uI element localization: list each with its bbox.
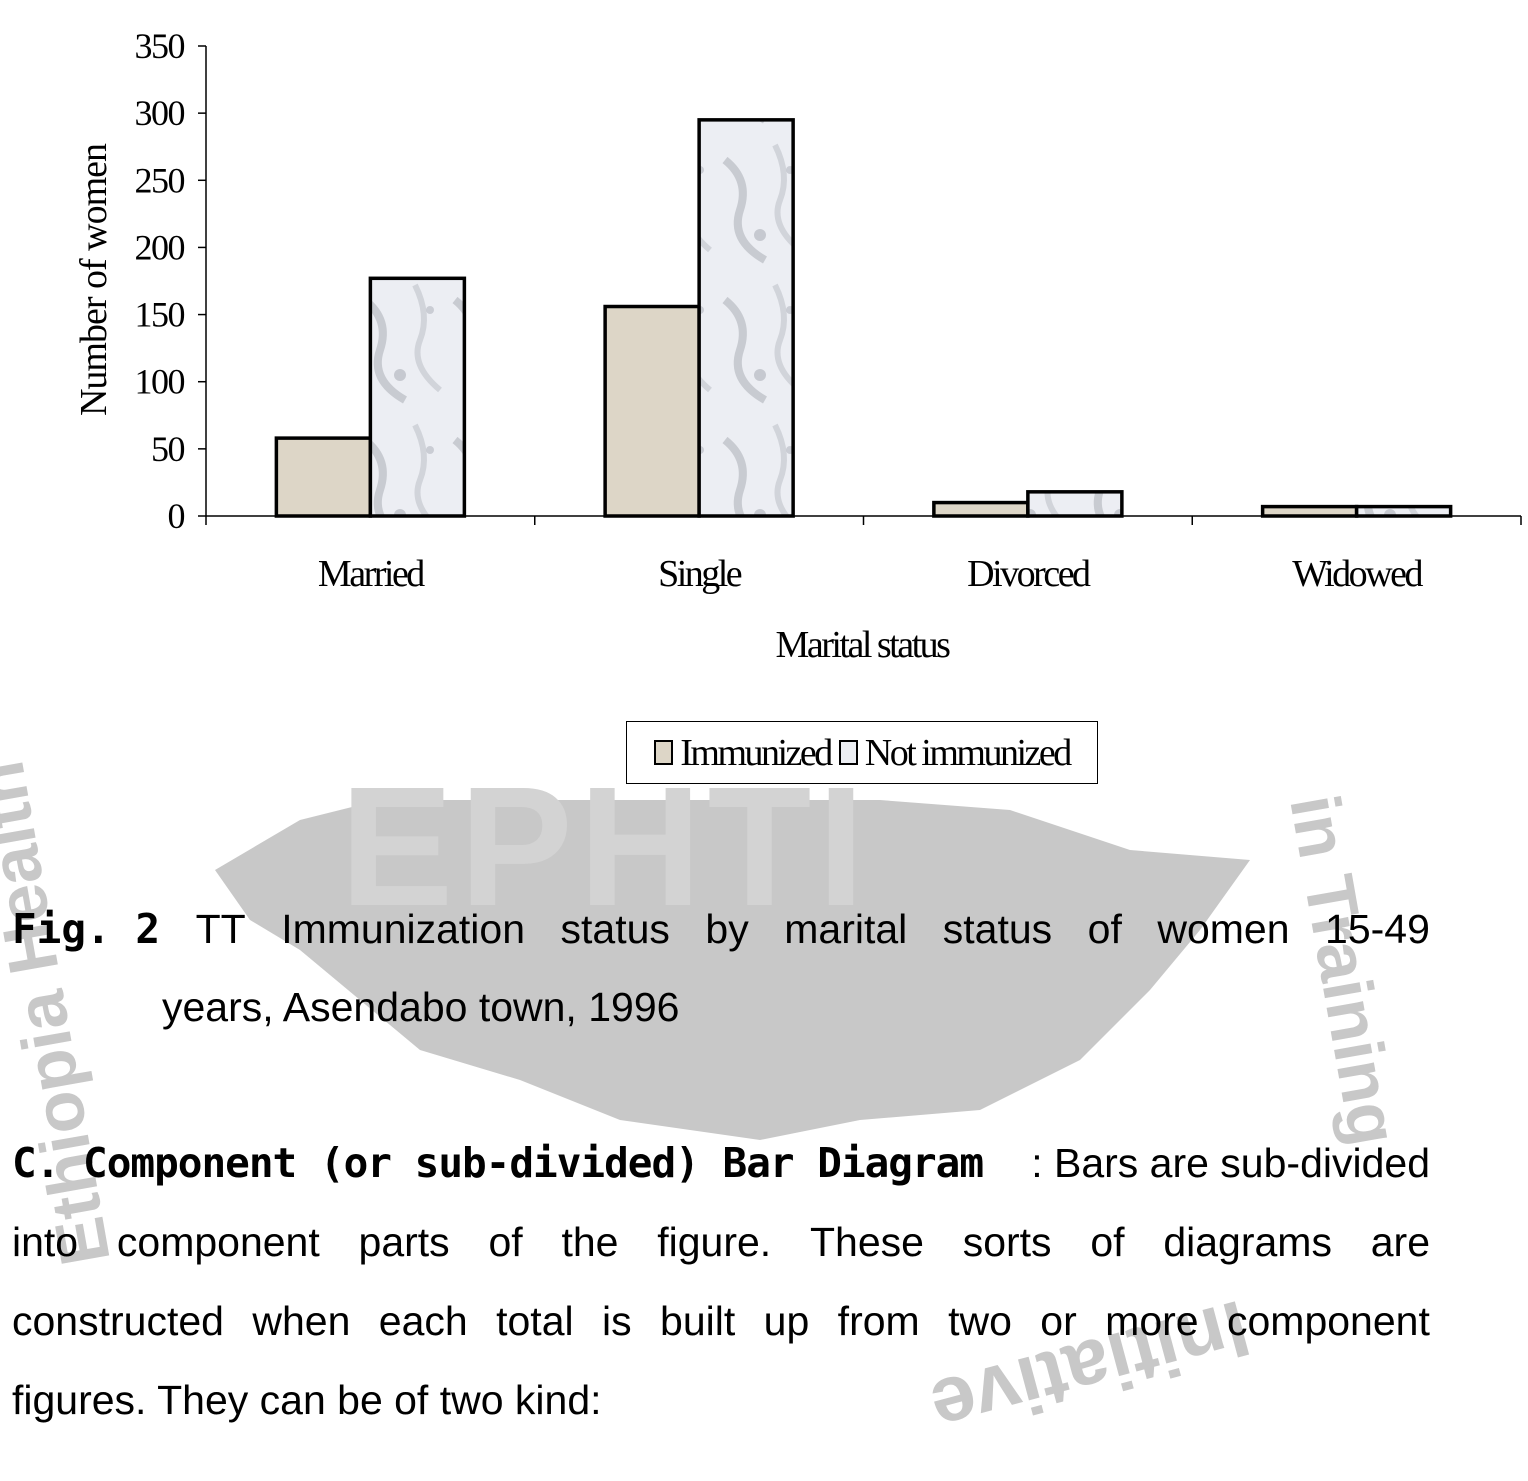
x-axis: Married Single Divorced Widowed: [205, 515, 1522, 595]
y-tick-label: 100: [135, 362, 185, 402]
watermark-map-shape: [215, 800, 1250, 1140]
paragraph-line-2: into component parts of the figure. These sorts…: [12, 1203, 1430, 1282]
x-tick-label: Single: [658, 553, 742, 595]
y-tick-label: 250: [135, 160, 185, 200]
paragraph-line-2-word: of: [1090, 1219, 1125, 1265]
paragraph-line-2-word: of: [488, 1219, 523, 1265]
caption-label: Fig. 2: [12, 905, 161, 953]
y-tick-label: 300: [135, 93, 185, 133]
paragraph-line-2-word: parts: [358, 1219, 450, 1265]
paragraph-line-3-word: or: [1040, 1298, 1077, 1344]
body-paragraph: C. Component (or sub-divided) Bar Diagra…: [12, 1124, 1430, 1440]
paragraph-line-2-word: the: [561, 1219, 619, 1265]
y-axis: 0 50 100 150 200 250 300 350: [135, 26, 207, 536]
y-axis-title: Number of women: [73, 143, 115, 416]
y-tick-label: 350: [135, 26, 185, 66]
paragraph-line-3-word: more: [1105, 1298, 1199, 1344]
caption-word: marital: [784, 906, 908, 952]
paragraph-line-3-word: total: [496, 1298, 574, 1344]
paragraph-line-3-word: constructed: [12, 1298, 224, 1344]
paragraph-line-3: constructed when each total is built up from two…: [12, 1282, 1430, 1361]
bar-immunized-divorced: [932, 500, 1030, 518]
x-tick-label: Married: [318, 553, 425, 595]
caption-word: status: [560, 906, 670, 952]
bars: [274, 118, 1453, 518]
bar-immunized-single: [603, 304, 701, 518]
legend-label-not-immunized: Not immunized: [864, 731, 1072, 774]
y-tick-label: 200: [135, 227, 185, 267]
bar-not-immunized-married: [368, 276, 467, 518]
caption-word: women: [1157, 906, 1290, 952]
caption-word: by: [705, 906, 749, 952]
caption-word: Immunization: [281, 906, 526, 952]
y-tick-label: 0: [168, 496, 185, 536]
bar-immunized-widowed: [1260, 504, 1359, 518]
paragraph-line-4: figures. They can be of two kind:: [12, 1377, 602, 1423]
caption-line-2: years, Asendabo town, 1996: [162, 984, 680, 1030]
caption-word: 15-49: [1325, 906, 1430, 952]
bar-not-immunized-single: [697, 118, 795, 518]
paragraph-line-2-word: sorts: [962, 1219, 1052, 1265]
paragraph-line-3-word: is: [602, 1298, 632, 1344]
paragraph-line-3-word: up: [763, 1298, 810, 1344]
paragraph-line-3-word: built: [660, 1298, 736, 1344]
paragraph-line-2-word: These: [809, 1219, 924, 1265]
caption-word: of: [1087, 906, 1122, 952]
caption-word: status: [942, 906, 1053, 952]
paragraph-line-1-content: C. Component (or sub-divided) Bar Diagra…: [12, 1124, 984, 1203]
bar-chart: 0 50 100 150 200 250 300 350 Married Single Divor…: [73, 26, 1522, 666]
paragraph-line-1: C. Component (or sub-divided) Bar Diagra…: [12, 1124, 1430, 1203]
paragraph-line-1-rest: : Bars are sub-divided: [1031, 1140, 1430, 1186]
caption-word: TT: [195, 906, 246, 952]
x-tick-label: Divorced: [967, 553, 1091, 595]
paragraph-line-3-word: component: [1227, 1298, 1430, 1344]
bar-not-immunized-widowed: [1354, 504, 1453, 518]
legend-swatch-not-immunized: [838, 740, 858, 765]
figure-caption: Fig. 2 TT Immunization status by marital stat…: [12, 890, 1430, 1046]
bar-immunized-married: [274, 436, 373, 518]
legend-swatch-immunized: [654, 740, 674, 765]
paragraph-line-2-word: component: [116, 1219, 320, 1265]
paragraph-line-2-word: figure.: [657, 1219, 772, 1265]
paragraph-line-2-word: into: [12, 1219, 79, 1265]
y-tick-label: 150: [135, 295, 185, 335]
paragraph-line-2-word: are: [1370, 1219, 1430, 1265]
paragraph-line-3-word: from: [837, 1298, 920, 1344]
legend-item-immunized: Immunized: [654, 731, 833, 775]
caption-line-1: Fig. 2 TT Immunization status by marital stat…: [12, 890, 1430, 968]
paragraph-line-3-word: two: [948, 1298, 1012, 1344]
section-heading: C. Component (or sub-divided) Bar Diagra…: [12, 1139, 984, 1187]
legend-item-not-immunized: Not immunized: [838, 731, 1072, 775]
paragraph-line-3-word: each: [378, 1298, 468, 1344]
x-axis-title: Marital status: [776, 624, 951, 666]
paragraph-line-2-word: diagrams: [1163, 1219, 1332, 1265]
x-tick-label: Widowed: [1292, 553, 1423, 595]
chart-legend: Immunized Not immunized: [626, 721, 1098, 784]
y-tick-label: 50: [151, 429, 185, 469]
paragraph-line-3-word: when: [252, 1298, 351, 1344]
legend-label-immunized: Immunized: [680, 731, 833, 774]
bar-not-immunized-divorced: [1026, 490, 1124, 518]
